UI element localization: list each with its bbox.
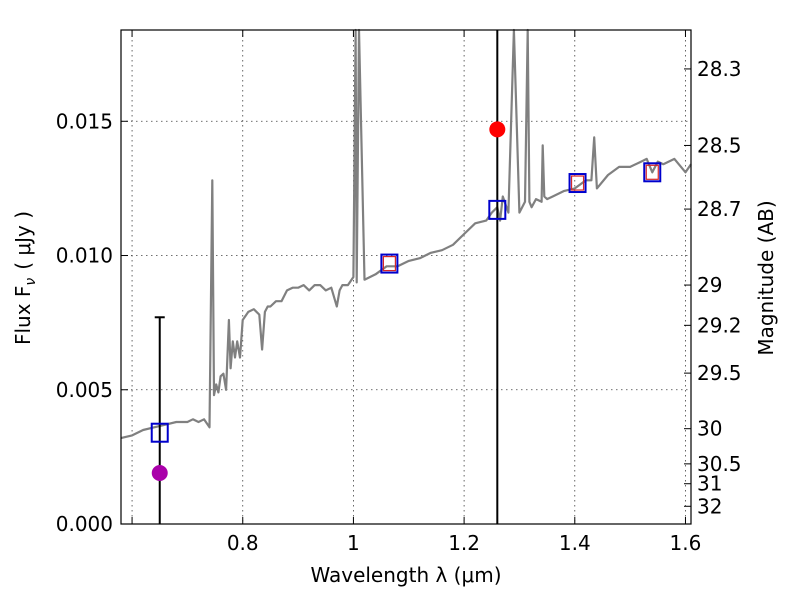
y2-tick-label: 28.3 [697,57,742,81]
error-bars [154,30,499,524]
measurement-dot [151,464,168,481]
y-axis-label-unit: ( μJy ) [11,211,35,270]
photometry-box-marker [150,422,169,443]
x-tick-labels: 0.8 1 1.2 1.4 1.6 [227,531,702,555]
y2-tick-label: 30.5 [697,452,742,476]
x-tick-label: 1 [347,531,360,555]
model-box-marker [645,164,659,180]
y2-tick-label: 31 [697,472,722,496]
photometry-box-marker [380,253,399,274]
measurement-dot [489,121,506,138]
grid-lines [121,30,691,525]
y2-tick-label: 29.5 [697,361,742,385]
x-tick-label: 1.2 [448,531,480,555]
y2-tick-label: 30 [697,417,722,441]
y-tick-label: 0.015 [56,109,113,133]
x-tick-label: 1.4 [559,531,591,555]
y-axis-label-main: Flux F [11,286,35,345]
x-axis-label: Wavelength λ (μm) [310,563,501,587]
y-tick-label: 0.000 [56,512,113,536]
axis-ticks [121,30,691,525]
data-markers [150,121,662,481]
photometry-box-marker [568,173,587,194]
x-tick-label: 1.6 [670,531,702,555]
model-box-marker [382,255,396,272]
photometry-box-marker [488,199,507,220]
plot-frame [120,29,692,525]
y-tick-label: 0.005 [56,378,113,402]
data-series [120,28,692,440]
y2-tick-label: 28.7 [697,197,742,221]
y-axis-label-subscript: ν [23,278,39,286]
y-axis-label: Flux Fν ( μJy ) [11,211,39,345]
y-tick-label: 0.010 [56,244,113,268]
y2-tick-label: 28.5 [697,133,742,157]
spectrum-line [120,28,692,440]
y-tick-labels: 0.000 0.005 0.010 0.015 [56,109,113,536]
x-tick-label: 0.8 [227,531,259,555]
y2-axis-label: Magnitude (AB) [754,200,778,355]
y2-tick-label: 29 [697,273,722,297]
model-box-marker [570,175,585,191]
y2-tick-label: 29.2 [697,313,742,337]
photometry-box-marker [643,162,662,183]
y2-tick-label: 32 [697,494,722,518]
